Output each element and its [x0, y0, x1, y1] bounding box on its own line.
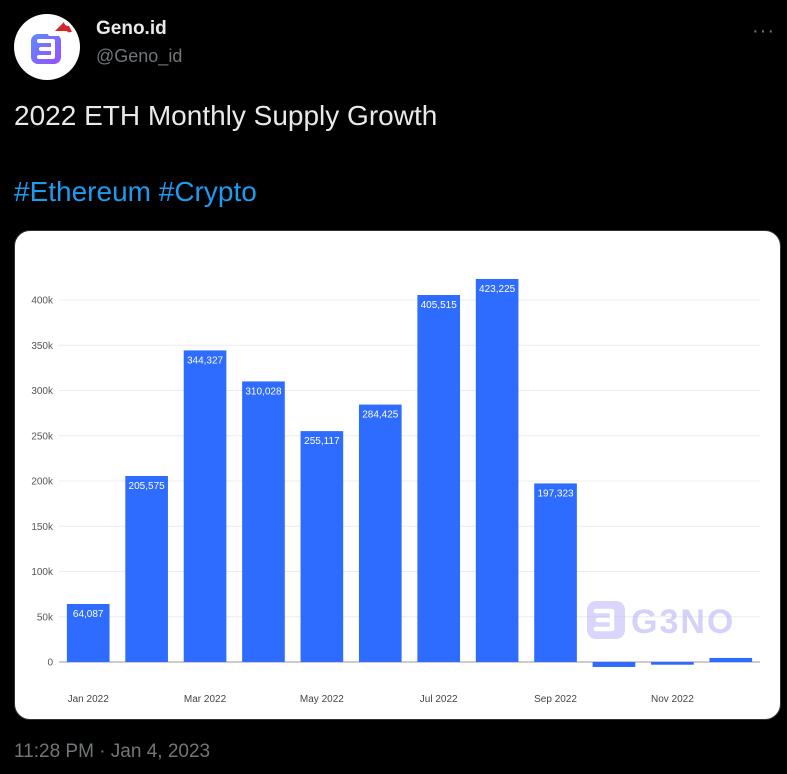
data-label: 197,323 — [537, 488, 574, 499]
bar-nov-2022 — [651, 662, 694, 665]
hashtag-list: #Ethereum #Crypto — [14, 176, 257, 208]
y-tick-label: 50k — [37, 612, 54, 623]
y-tick-label: 0 — [47, 658, 53, 669]
y-tick-label: 400k — [31, 296, 54, 307]
data-label: 255,117 — [304, 436, 340, 447]
tweet-text: 2022 ETH Monthly Supply Growth — [14, 100, 438, 131]
bar-jul-2022 — [417, 295, 461, 662]
bar-may-2022 — [300, 431, 344, 662]
data-label: 405,515 — [421, 300, 458, 311]
y-tick-label: 150k — [31, 522, 54, 533]
x-tick-label: Sep 2022 — [534, 694, 577, 705]
x-tick-label: May 2022 — [300, 694, 344, 705]
x-tick-label: Mar 2022 — [184, 694, 227, 705]
bar-dec-2022 — [709, 657, 753, 662]
bar-feb-2022 — [125, 475, 168, 662]
watermark-text: G3NO — [631, 603, 735, 641]
bar-apr-2022 — [242, 381, 285, 662]
bar-aug-2022 — [475, 278, 519, 662]
author-handle[interactable]: @Geno_id — [96, 46, 183, 66]
hashtag-ethereum[interactable]: #Ethereum — [14, 176, 151, 207]
geno-logo-avatar-icon — [31, 18, 72, 64]
y-tick-label: 250k — [31, 431, 54, 442]
media-card[interactable]: G3NO 64,087 205,575 344,327 310,028 255,117 2… — [14, 230, 781, 720]
g3no-watermark: G3NO — [587, 601, 735, 641]
timestamp[interactable]: 11:28 PM · Jan 4, 2023 — [14, 741, 211, 762]
x-tick-label: Jul 2022 — [420, 694, 458, 705]
bar-jun-2022 — [358, 404, 402, 662]
bar-mar-2022 — [183, 350, 227, 662]
bar-oct-2022 — [592, 662, 636, 667]
bar-sep-2022 — [534, 483, 577, 662]
x-tick-label: Nov 2022 — [651, 694, 694, 705]
y-tick-label: 300k — [31, 386, 54, 397]
avatar[interactable] — [14, 14, 80, 80]
data-label: 423,225 — [479, 284, 516, 295]
y-tick-label: 350k — [31, 341, 54, 352]
y-tick-label: 200k — [31, 477, 54, 488]
more-options-icon[interactable]: ··· — [752, 20, 775, 42]
bar-chart: G3NO 64,087 205,575 344,327 310,028 255,117 2… — [31, 278, 760, 705]
data-label: 64,087 — [73, 609, 104, 620]
hashtag-crypto[interactable]: #Crypto — [158, 176, 257, 207]
x-tick-label: Jan 2022 — [68, 694, 110, 705]
y-tick-label: 100k — [31, 567, 54, 578]
bar-jan-2022 — [66, 604, 110, 662]
data-label: 284,425 — [362, 410, 399, 421]
data-label: 344,327 — [187, 355, 224, 366]
data-label: 205,575 — [129, 481, 166, 492]
data-label: 310,028 — [245, 386, 282, 397]
author-name[interactable]: Geno.id — [96, 18, 167, 39]
